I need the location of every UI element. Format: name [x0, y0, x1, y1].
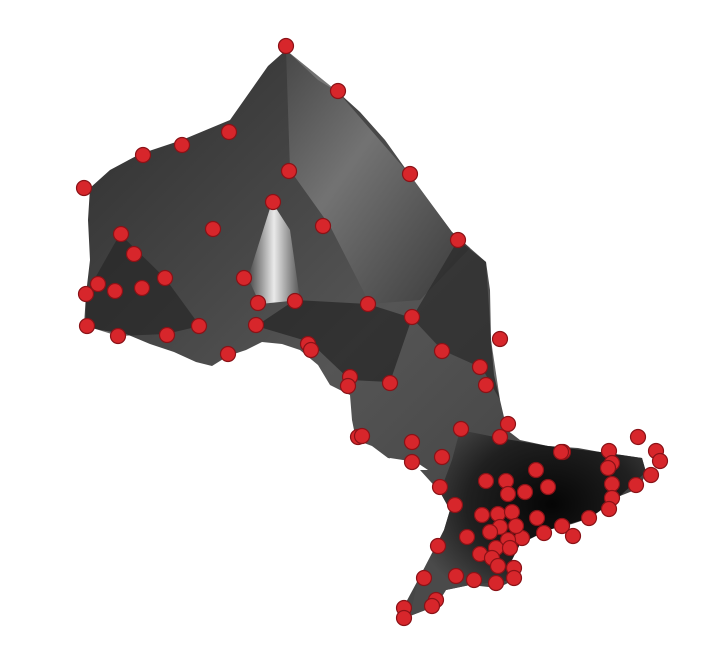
station-marker[interactable]: [452, 420, 470, 438]
station-marker[interactable]: [499, 485, 517, 503]
station-markers: [75, 37, 669, 627]
station-marker[interactable]: [553, 517, 571, 535]
station-marker[interactable]: [302, 341, 320, 359]
station-marker[interactable]: [75, 179, 93, 197]
station-marker[interactable]: [600, 500, 618, 518]
station-marker[interactable]: [491, 428, 509, 446]
station-marker[interactable]: [403, 433, 421, 451]
station-marker[interactable]: [220, 123, 238, 141]
station-marker[interactable]: [433, 342, 451, 360]
station-marker[interactable]: [629, 428, 647, 446]
station-marker[interactable]: [277, 37, 295, 55]
station-marker[interactable]: [286, 292, 304, 310]
station-marker[interactable]: [415, 569, 433, 587]
station-marker[interactable]: [465, 571, 483, 589]
station-marker[interactable]: [381, 374, 399, 392]
station-marker[interactable]: [339, 377, 357, 395]
shading-facet-south: [410, 430, 646, 616]
station-marker[interactable]: [499, 415, 517, 433]
station-marker[interactable]: [539, 478, 557, 496]
station-marker[interactable]: [449, 231, 467, 249]
station-marker[interactable]: [204, 220, 222, 238]
station-marker[interactable]: [552, 443, 570, 461]
station-marker[interactable]: [603, 475, 621, 493]
station-marker[interactable]: [535, 524, 553, 542]
station-marker[interactable]: [471, 358, 489, 376]
station-marker[interactable]: [446, 496, 464, 514]
station-marker[interactable]: [264, 193, 282, 211]
station-marker[interactable]: [359, 295, 377, 313]
station-marker[interactable]: [249, 294, 267, 312]
station-marker[interactable]: [477, 376, 495, 394]
station-marker[interactable]: [403, 308, 421, 326]
station-marker[interactable]: [651, 452, 669, 470]
station-marker[interactable]: [125, 245, 143, 263]
station-marker[interactable]: [527, 461, 545, 479]
station-marker[interactable]: [173, 136, 191, 154]
station-marker[interactable]: [429, 537, 447, 555]
station-marker[interactable]: [314, 217, 332, 235]
station-marker[interactable]: [516, 483, 534, 501]
station-marker[interactable]: [642, 466, 660, 484]
station-marker[interactable]: [481, 523, 499, 541]
station-marker[interactable]: [564, 527, 582, 545]
station-marker[interactable]: [431, 478, 449, 496]
station-marker[interactable]: [133, 279, 151, 297]
station-marker[interactable]: [507, 517, 525, 535]
station-marker[interactable]: [190, 317, 208, 335]
station-marker[interactable]: [158, 326, 176, 344]
station-marker[interactable]: [447, 567, 465, 585]
station-marker[interactable]: [458, 528, 476, 546]
station-marker[interactable]: [109, 327, 127, 345]
station-marker[interactable]: [477, 472, 495, 490]
station-marker[interactable]: [489, 557, 507, 575]
station-marker[interactable]: [580, 509, 598, 527]
station-marker[interactable]: [134, 146, 152, 164]
shading-facet-peak: [248, 202, 300, 304]
station-marker[interactable]: [329, 82, 347, 100]
station-marker[interactable]: [505, 569, 523, 587]
station-marker[interactable]: [78, 317, 96, 335]
station-marker[interactable]: [403, 453, 421, 471]
station-marker[interactable]: [501, 539, 519, 557]
station-marker[interactable]: [627, 476, 645, 494]
station-marker[interactable]: [353, 427, 371, 445]
station-marker[interactable]: [106, 282, 124, 300]
station-marker[interactable]: [280, 162, 298, 180]
station-marker[interactable]: [77, 285, 95, 303]
station-marker[interactable]: [247, 316, 265, 334]
shading-facet-central: [256, 300, 412, 382]
station-marker[interactable]: [473, 506, 491, 524]
station-marker[interactable]: [433, 448, 451, 466]
shading-facet-northeast: [286, 50, 470, 304]
station-marker[interactable]: [219, 345, 237, 363]
station-marker[interactable]: [599, 459, 617, 477]
station-marker[interactable]: [423, 597, 441, 615]
station-marker[interactable]: [401, 165, 419, 183]
station-marker[interactable]: [112, 225, 130, 243]
station-marker[interactable]: [235, 269, 253, 287]
station-marker[interactable]: [487, 574, 505, 592]
station-marker[interactable]: [503, 503, 521, 521]
station-marker[interactable]: [528, 509, 546, 527]
station-marker[interactable]: [491, 330, 509, 348]
station-marker[interactable]: [89, 275, 107, 293]
station-marker[interactable]: [395, 609, 413, 627]
station-marker[interactable]: [156, 269, 174, 287]
